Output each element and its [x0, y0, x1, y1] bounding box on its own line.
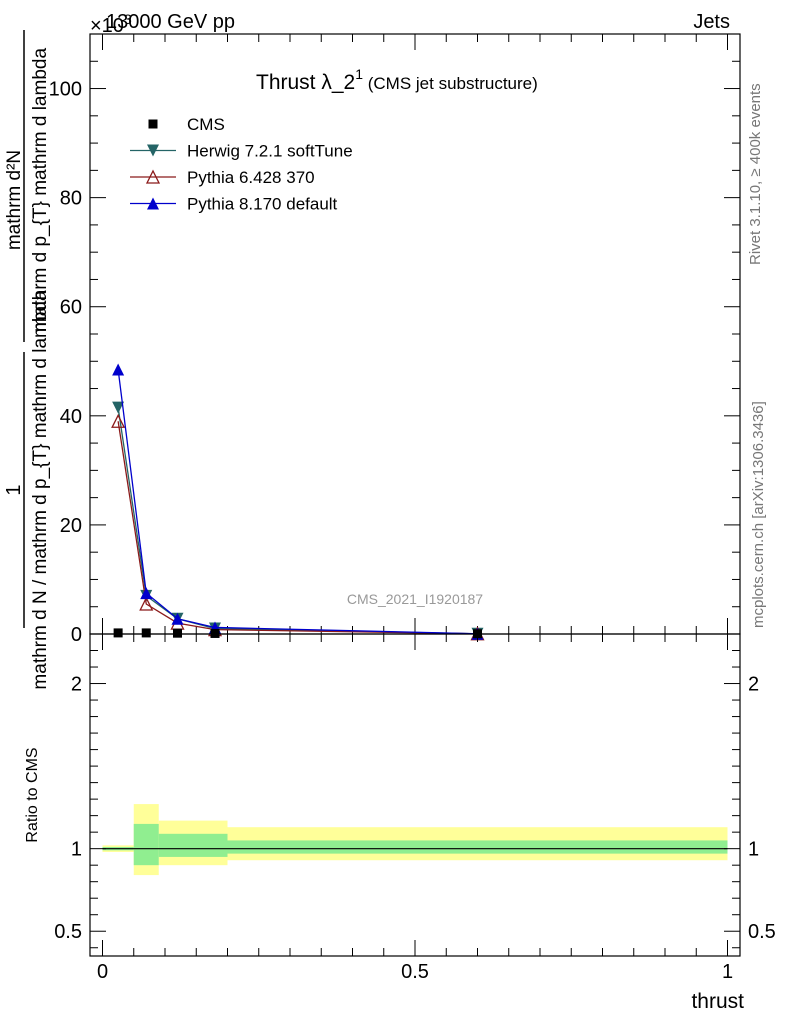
data-point-pythia-8-170-default — [140, 587, 153, 600]
main-y-tick-label: 20 — [60, 515, 82, 537]
data-point-herwig-7-2-1-softtune — [112, 401, 125, 414]
chart-title: Thrust λ_21 (CMS jet substructure) — [256, 66, 538, 94]
legend: CMS Herwig 7.2.1 softTune Pythia 6.428 370… — [130, 115, 353, 214]
main-y-tick-label: 80 — [60, 188, 82, 210]
ratio-stat-band — [158, 833, 228, 857]
data-point-cms — [173, 628, 182, 638]
main-y-tick-label: 40 — [60, 406, 82, 428]
ratio-ylabel: Ratio to CMS — [24, 747, 41, 842]
data-point-pythia-8-170-default — [112, 363, 125, 376]
energy-label: 13000 GeV pp — [106, 11, 235, 33]
ratio-y-tick-label: 1 — [71, 839, 82, 861]
ylabel-numerator-one: 1 — [3, 484, 25, 495]
data-point-cms — [113, 628, 123, 638]
ratio-tick-labels: 0.5 0.5 1 1 2 2 — [54, 674, 776, 944]
ylabel-numerator-dn: mathrm d²N — [4, 150, 25, 250]
analysis-id: CMS_2021_I1920187 — [347, 591, 483, 607]
process-label: Jets — [693, 11, 730, 33]
data-point-pythia-6-428-370 — [111, 413, 126, 428]
x-tick-label: 0.5 — [401, 961, 429, 983]
ylabel-denominator: mathrm d N / mathrm d p_{T} mathrm d lam… — [30, 290, 51, 690]
legend-label-pythia-8-170-default: Pythia 8.170 default — [187, 195, 338, 214]
main-y-tick-label: 0 — [71, 624, 82, 646]
data-point-pythia-8-170-default — [171, 612, 184, 625]
ratio-ticks — [90, 634, 740, 956]
ratio-stat-band — [227, 840, 728, 854]
ratio-y-tick-label-right: 1 — [748, 839, 759, 861]
ratio-y-tick-label: 2 — [71, 674, 82, 696]
legend-marker-pythia-8-170-default — [147, 197, 159, 210]
x-tick-labels: 0 0.5 1 — [97, 961, 733, 983]
main-y-tick-label: 100 — [49, 79, 82, 101]
data-point-cms — [141, 628, 151, 638]
legend-marker-cms — [148, 119, 158, 129]
exponent-label: ×103 — [90, 11, 132, 37]
ratio-panel-frame — [89, 633, 741, 957]
legend-label-herwig-7-2-1-softtune: Herwig 7.2.1 softTune — [187, 142, 353, 161]
legend-marker-herwig-7-2-1-softtune — [147, 144, 159, 157]
legend-label-cms: CMS — [187, 115, 225, 134]
x-axis-label: thrust — [691, 990, 744, 1013]
mcplots-label: mcplots.cern.ch [arXiv:1306.3436] — [750, 401, 767, 628]
ratio-y-tick-label: 0.5 — [54, 921, 82, 943]
ratio-stat-band — [133, 823, 159, 866]
x-tick-label: 0 — [97, 961, 108, 983]
ylabel-dpt: mathrm d p_{T} mathrm d lambda — [30, 48, 51, 332]
x-tick-label: 1 — [722, 961, 733, 983]
data-point-pythia-6-428-370 — [139, 596, 154, 611]
ratio-y-tick-label-right: 0.5 — [748, 921, 776, 943]
main-ylabel: 1 mathrm d N / mathrm d p_{T} mathrm d l… — [3, 30, 51, 690]
main-y-tick-label: 60 — [60, 297, 82, 319]
legend-label-pythia-6-428-370: Pythia 6.428 370 — [187, 168, 315, 187]
rivet-label: Rivet 3.1.10, ≥ 400k events — [747, 83, 764, 265]
ratio-y-tick-label-right: 2 — [748, 674, 759, 696]
legend-marker-pythia-6-428-370 — [145, 169, 161, 184]
main-y-tick-labels: 0 20 40 60 80 100 — [49, 79, 82, 646]
ratio-bands — [102, 804, 728, 876]
